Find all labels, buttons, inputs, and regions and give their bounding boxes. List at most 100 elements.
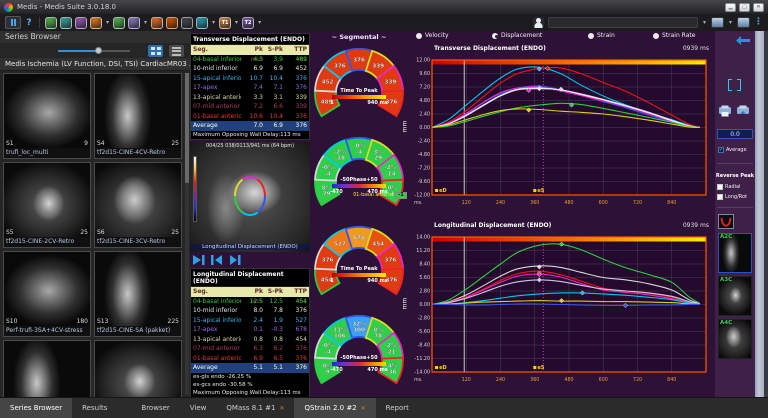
view-thumbnail-a2c[interactable]: A2C — [718, 233, 752, 273]
list-view-button[interactable] — [169, 44, 184, 57]
collapsed-panel-strip[interactable] — [755, 31, 764, 397]
series-frame-count: 225 — [167, 318, 179, 325]
app-icon-t1[interactable]: T1 — [219, 16, 232, 29]
average-checkbox[interactable]: ✓ — [718, 147, 724, 153]
segmental-map-3[interactable]: 454 376 527 678 454 376 376 Time To Peak 1 940 ms — [311, 219, 407, 308]
chart-plot[interactable]: 14.00 11.20 8.40 5.60 2.80 0.00 -2.80 -5.60 -8.4… — [408, 232, 712, 392]
app-icon-t1-caret[interactable]: ▾ — [235, 19, 239, 26]
thumbnail-size-slider[interactable] — [58, 47, 131, 54]
segmental-map-1[interactable]: 489 452 376 376 339 339 376 Time To Peak 1 940 ms — [311, 41, 407, 130]
session-combo[interactable] — [547, 17, 698, 28]
combo-caret-icon[interactable]: ▾ — [702, 19, 706, 26]
svg-text:78: 78 — [374, 334, 382, 340]
screen-sync-icon[interactable] — [737, 17, 750, 28]
monitor-layout-icon[interactable] — [710, 17, 724, 28]
panel-tab-results[interactable]: Results — [82, 404, 108, 412]
view-thumbnail-a4c[interactable]: A4C — [718, 319, 752, 359]
export-icon[interactable] — [718, 105, 732, 117]
app-icon-t2[interactable]: T2 — [242, 16, 255, 29]
series-thumbnail[interactable]: S6 25 tf2d15-CINE-3CV-Retro — [94, 162, 182, 248]
series-thumbnail[interactable]: S1 9 trufi_loc_multi — [3, 73, 91, 159]
grid-view-button[interactable] — [148, 44, 164, 57]
qstrain-u-icon[interactable] — [718, 214, 734, 229]
view-label: A3C — [720, 277, 733, 283]
svg-text:3%: 3% — [373, 149, 383, 155]
app-icon-purple-1[interactable] — [75, 16, 87, 29]
app-tab-report[interactable]: Report — [385, 404, 409, 412]
radio-velocity[interactable]: Velocity — [416, 32, 449, 39]
maximize-button[interactable]: □ — [739, 2, 750, 12]
select-region-icon[interactable] — [728, 79, 741, 91]
svg-text:840: 840 — [667, 377, 676, 383]
app-tab-qmass-8-1--1[interactable]: QMass 8.1 #1 ✕ — [226, 404, 285, 412]
mri-image — [190, 142, 310, 252]
close-tab-icon[interactable]: ✕ — [360, 404, 366, 412]
app-icon-green-1[interactable] — [45, 16, 57, 29]
svg-text:-2%: -2% — [334, 149, 346, 155]
right-edge — [764, 31, 768, 397]
svg-text:720: 720 — [633, 200, 642, 206]
close-tab-icon[interactable]: ✕ — [279, 404, 285, 412]
app-icon-orange-1-caret[interactable]: ▾ — [106, 19, 110, 26]
play-button[interactable] — [192, 254, 206, 266]
app-icon-orange-3[interactable] — [166, 16, 179, 29]
close-button[interactable]: ✕ — [753, 2, 764, 12]
viewer-colorbar — [193, 156, 197, 222]
help-icon[interactable]: ? — [26, 17, 32, 28]
series-frame-count: 25 — [171, 140, 179, 147]
save-snapshot-icon[interactable] — [736, 105, 750, 117]
value-readout: 0.0 — [717, 129, 753, 139]
chart-plot[interactable]: 12.00 9.60 7.20 4.80 2.40 0.00 -2.40 -4.80 -7.20… — [408, 55, 712, 215]
app-icon-teal-1[interactable] — [60, 16, 72, 29]
next-frame-button[interactable] — [228, 254, 242, 266]
segment-row: 13-apical anterior 3.3 3.1 339 — [193, 93, 307, 101]
app-tab-qstrain-2-0--2[interactable]: QStrain 2.0 #2 ✕ — [294, 398, 376, 418]
app-icon-green-2[interactable] — [113, 16, 126, 29]
series-thumbnail[interactable] — [94, 340, 182, 397]
segment-tooltip: 01-basal anterior -1 — [353, 192, 407, 200]
svg-text:480: 480 — [564, 377, 573, 383]
segmental-map-2[interactable]: 8% 79 -0% -4 -2% -18 -0% -4 3% 29 -2% -14 -0% -1 -50Ph… — [311, 130, 407, 219]
study-title: Medis Ischemia (LV Function, DSI, TSI) C… — [0, 58, 190, 71]
previous-frame-button[interactable] — [210, 254, 224, 266]
series-browser-toggle-icon[interactable] — [5, 16, 21, 29]
series-thumbnail[interactable]: S4 25 tf2d15-CINE-4CV-Retro — [94, 73, 182, 159]
app-icon-purple-2-caret[interactable]: ▾ — [144, 19, 148, 26]
app-icon-orange-2[interactable] — [151, 16, 164, 29]
app-tab-browser[interactable]: Browser — [141, 404, 170, 412]
app-icon-user[interactable] — [181, 16, 194, 29]
app-icon-orange-1[interactable] — [90, 16, 102, 29]
app-icon-purple-2[interactable] — [128, 16, 141, 29]
series-thumbnail[interactable]: S13 225 tf2d15-CINE-SA (pakket) — [94, 251, 182, 337]
longrot-checkbox[interactable] — [717, 194, 723, 200]
monitor-caret-icon[interactable]: ▾ — [728, 19, 732, 26]
series-thumbnail[interactable]: S5 25 tf2d15-CINE-2CV-Retro — [3, 162, 91, 248]
panel-tab-series-browser[interactable]: Series Browser — [0, 398, 73, 418]
user-settings-icon[interactable] — [532, 17, 544, 28]
app-icon-teal-2[interactable] — [196, 16, 209, 29]
radio-strain-rate[interactable]: Strain Rate — [653, 32, 695, 39]
svg-text:eS: eS — [537, 188, 544, 194]
transverse-chart[interactable]: Transverse Displacement (ENDO) 0939 ms mm 1… — [401, 44, 715, 219]
svg-text:8.40: 8.40 — [419, 262, 430, 268]
radio-strain[interactable]: Strain — [588, 32, 615, 39]
cine-viewer[interactable]: 004/25 038/0113/941 ms (64 bpm) Longitud… — [190, 142, 310, 252]
app-icon-teal-2-caret[interactable]: ▾ — [212, 19, 216, 26]
svg-text:0.00: 0.00 — [419, 125, 430, 131]
overflow-menu-icon[interactable]: ⋮ — [754, 17, 763, 27]
segmental-map-4[interactable]: -0% -9 -0% -4 11% 106 32% 300 8% 78 -2% -21 -4% -36 -5… — [311, 308, 407, 397]
minimize-button[interactable]: ▁ — [725, 2, 736, 12]
svg-text:-7.20: -7.20 — [418, 166, 430, 172]
app-tab-view[interactable]: View — [189, 404, 207, 412]
series-thumbnail[interactable] — [3, 340, 91, 397]
longitudinal-chart[interactable]: Longitudinal Displacement (ENDO) 0939 ms m… — [401, 221, 715, 396]
back-arrow-icon[interactable] — [736, 36, 750, 45]
svg-text:2.40: 2.40 — [419, 112, 430, 118]
series-thumbnail[interactable]: S10 180 Perf-trufi-3SA+4CV-stress — [3, 251, 91, 337]
view-thumbnail-a3c[interactable]: A3C — [718, 276, 752, 316]
app-icon-t2-caret[interactable]: ▾ — [258, 19, 262, 26]
radio-displacement[interactable]: Displacement — [492, 32, 542, 39]
thumbnail-scrollbar[interactable] — [185, 73, 189, 395]
radial-checkbox[interactable] — [717, 184, 723, 190]
